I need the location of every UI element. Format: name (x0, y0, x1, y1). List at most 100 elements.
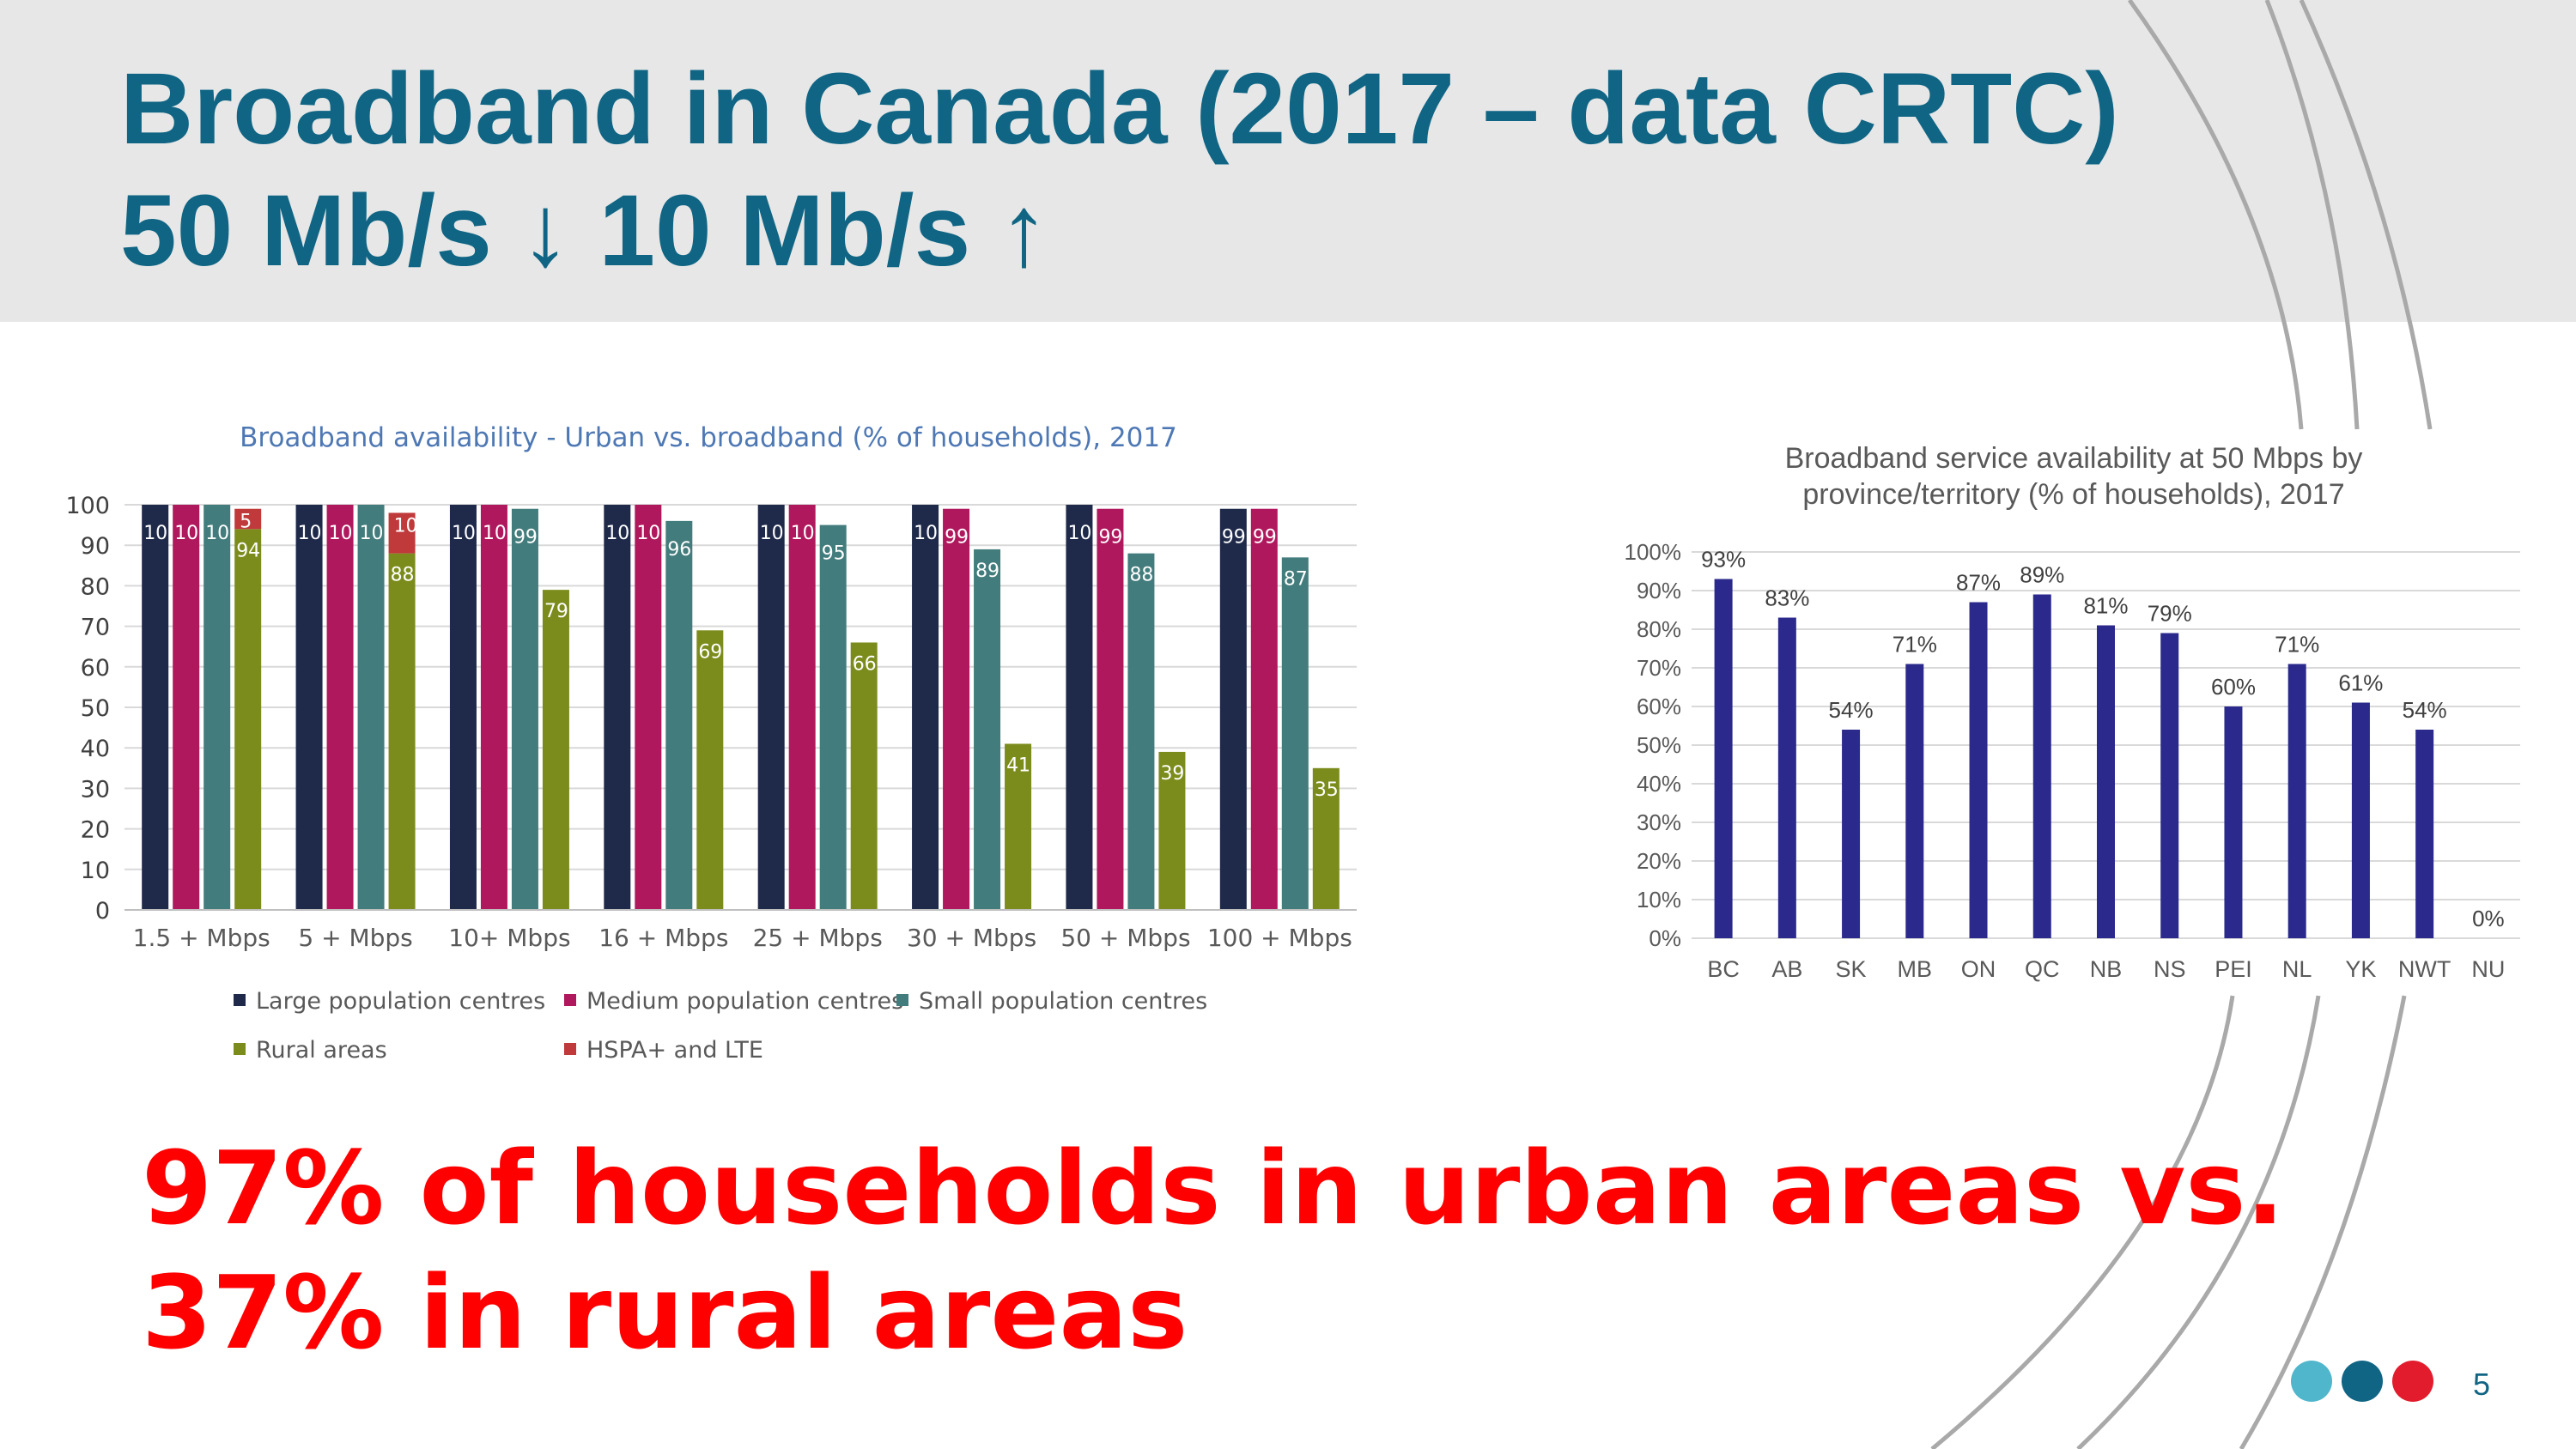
chart2-xtick: NB (2090, 956, 2123, 982)
chart1-xtick: 100 + Mbps (1207, 924, 1352, 952)
chart1-bar (788, 505, 816, 910)
chart1-bar (1097, 508, 1124, 910)
chart1-bar (757, 505, 785, 910)
chart2-bar (2351, 702, 2370, 938)
chart1-ytick: 30 (81, 776, 110, 803)
chart1-data-label: 94 (236, 540, 260, 561)
chart1-bar (696, 630, 724, 910)
chart2-bar (1969, 602, 1988, 938)
chart2-xtick: PEI (2215, 956, 2252, 982)
chart2-ytick: 0% (1649, 925, 1681, 951)
chart1-legend-label: Small population centres (919, 988, 1207, 1015)
chart1-data-label: 99 (1253, 527, 1277, 549)
chart2-data-label: 54% (2403, 697, 2447, 723)
chart1-ytick: 80 (81, 573, 110, 600)
chart1-bar (234, 529, 262, 910)
chart1-legend-swatch (896, 994, 908, 1006)
chart1-ytick: 20 (81, 817, 110, 844)
chart1-data-label: 99 (1222, 527, 1246, 549)
chart1-stacked-label: 5 (240, 512, 252, 533)
chart1-bar (511, 508, 538, 910)
chart1-legend-label: Medium population centres (586, 988, 903, 1015)
chart1-bar (1312, 767, 1340, 910)
brand-dot-blue (2342, 1361, 2383, 1402)
chart1-stacked-label: 10 (394, 515, 418, 537)
chart2-bar (2097, 625, 2115, 938)
chart1-data-label: 66 (853, 653, 877, 675)
chart1-stacked-bar (234, 508, 262, 530)
chart1-data-label: 89 (975, 561, 999, 582)
chart2-xtick: NWT (2398, 956, 2451, 982)
chart2-bar (2160, 633, 2179, 938)
chart1-bar (357, 505, 385, 910)
chart1-legend-swatch (234, 994, 246, 1006)
slide-subtitle: 50 Mb/s ↓ 10 Mb/s ↑ (120, 174, 1049, 288)
chart2-ytick: 80% (1637, 616, 1681, 642)
brand-dot-red (2392, 1361, 2433, 1402)
chart2-bar (1905, 664, 1924, 938)
chart1-bar (912, 505, 939, 910)
chart1-ytick: 50 (81, 695, 110, 722)
chart2-bar (2224, 706, 2243, 938)
chart2-ytick: 10% (1637, 887, 1681, 912)
chart1-legend-label: Rural areas (256, 1037, 387, 1064)
chart2-xtick: NL (2282, 956, 2312, 982)
chart1-data-label: 41 (1006, 755, 1030, 776)
chart1-bar (173, 505, 200, 910)
chart2-xtick: MB (1898, 956, 1933, 982)
chart1-data-label: 88 (1129, 565, 1153, 586)
chart2-data-label: 0% (2472, 906, 2505, 931)
chart1-bar (326, 505, 354, 910)
chart2-ytick: 100% (1625, 539, 1682, 565)
chart1-data-label: 35 (1315, 779, 1339, 801)
chart1-ytick: 90 (81, 533, 110, 560)
chart2-bar (1714, 579, 1733, 938)
chart2-xtick: YK (2345, 956, 2376, 982)
chart1-bar (1066, 505, 1093, 910)
chart1-bar (850, 642, 878, 910)
chart2-xtick: AB (1771, 956, 1802, 982)
chart2-data-label: 93% (1701, 547, 1746, 573)
chart2-ytick: 70% (1637, 655, 1681, 681)
brand-dot-teal (2291, 1361, 2332, 1402)
chart2-title-line1: Broadband service availability at 50 Mbp… (1785, 442, 2363, 475)
chart1-bar (1127, 553, 1155, 910)
chart1-legend-swatch (564, 994, 576, 1006)
chart1-xtick: 16 + Mbps (598, 924, 728, 952)
slide-title: Broadband in Canada (2017 – data CRTC) (120, 52, 2119, 166)
chart1-bar (1281, 557, 1309, 910)
chart1-bar (943, 508, 970, 910)
chart1-bar (819, 524, 847, 910)
chart1-bar (1005, 743, 1032, 910)
conclusion-line-2: 37% in rural areas (142, 1253, 1188, 1372)
urban-vs-rural-chart: Broadband availability - Urban vs. broad… (65, 422, 1357, 1064)
chart1-xtick: 5 + Mbps (298, 924, 412, 952)
chart2-bar (2032, 594, 2051, 938)
chart1-ytick: 10 (81, 858, 110, 884)
chart1-title: Broadband availability - Urban vs. broad… (240, 422, 1177, 453)
chart1-xtick: 30 + Mbps (907, 924, 1036, 952)
chart1-bar (295, 505, 323, 910)
chart1-ytick: 60 (81, 655, 110, 682)
chart1-bar (204, 505, 231, 910)
chart2-ytick: 30% (1637, 809, 1681, 835)
chart2-ytick: 60% (1637, 694, 1681, 719)
chart1-bar (480, 505, 507, 910)
chart1-bar (1219, 508, 1247, 910)
chart2-ytick: 90% (1637, 578, 1681, 603)
province-availability-chart: Broadband service availability at 50 Mbp… (1625, 442, 2520, 982)
chart1-legend-label: HSPA+ and LTE (586, 1037, 763, 1064)
chart2-data-label: 60% (2211, 674, 2256, 700)
chart2-data-label: 71% (1893, 632, 1937, 658)
chart1-bar (388, 553, 416, 910)
chart2-data-label: 81% (2083, 593, 2128, 619)
chart1-legend-label: Large population centres (256, 988, 545, 1015)
chart2-xtick: BC (1707, 956, 1740, 982)
chart2-xtick: NU (2471, 956, 2505, 982)
chart1-bar (604, 505, 631, 910)
chart1-legend-swatch (234, 1043, 246, 1055)
chart1-bar (542, 590, 569, 910)
chart2-title-line2: province/territory (% of households), 20… (1802, 478, 2344, 511)
chart2-xtick: NS (2154, 956, 2186, 982)
chart1-bar (1158, 751, 1186, 910)
